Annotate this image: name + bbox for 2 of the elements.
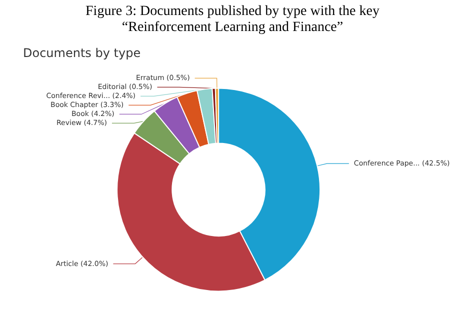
chart-title: Figure 3: Documents published by type with the key “Reinforcement Learning and Finance”	[84, 4, 380, 36]
chart-subtitle: Documents by type	[23, 46, 141, 60]
